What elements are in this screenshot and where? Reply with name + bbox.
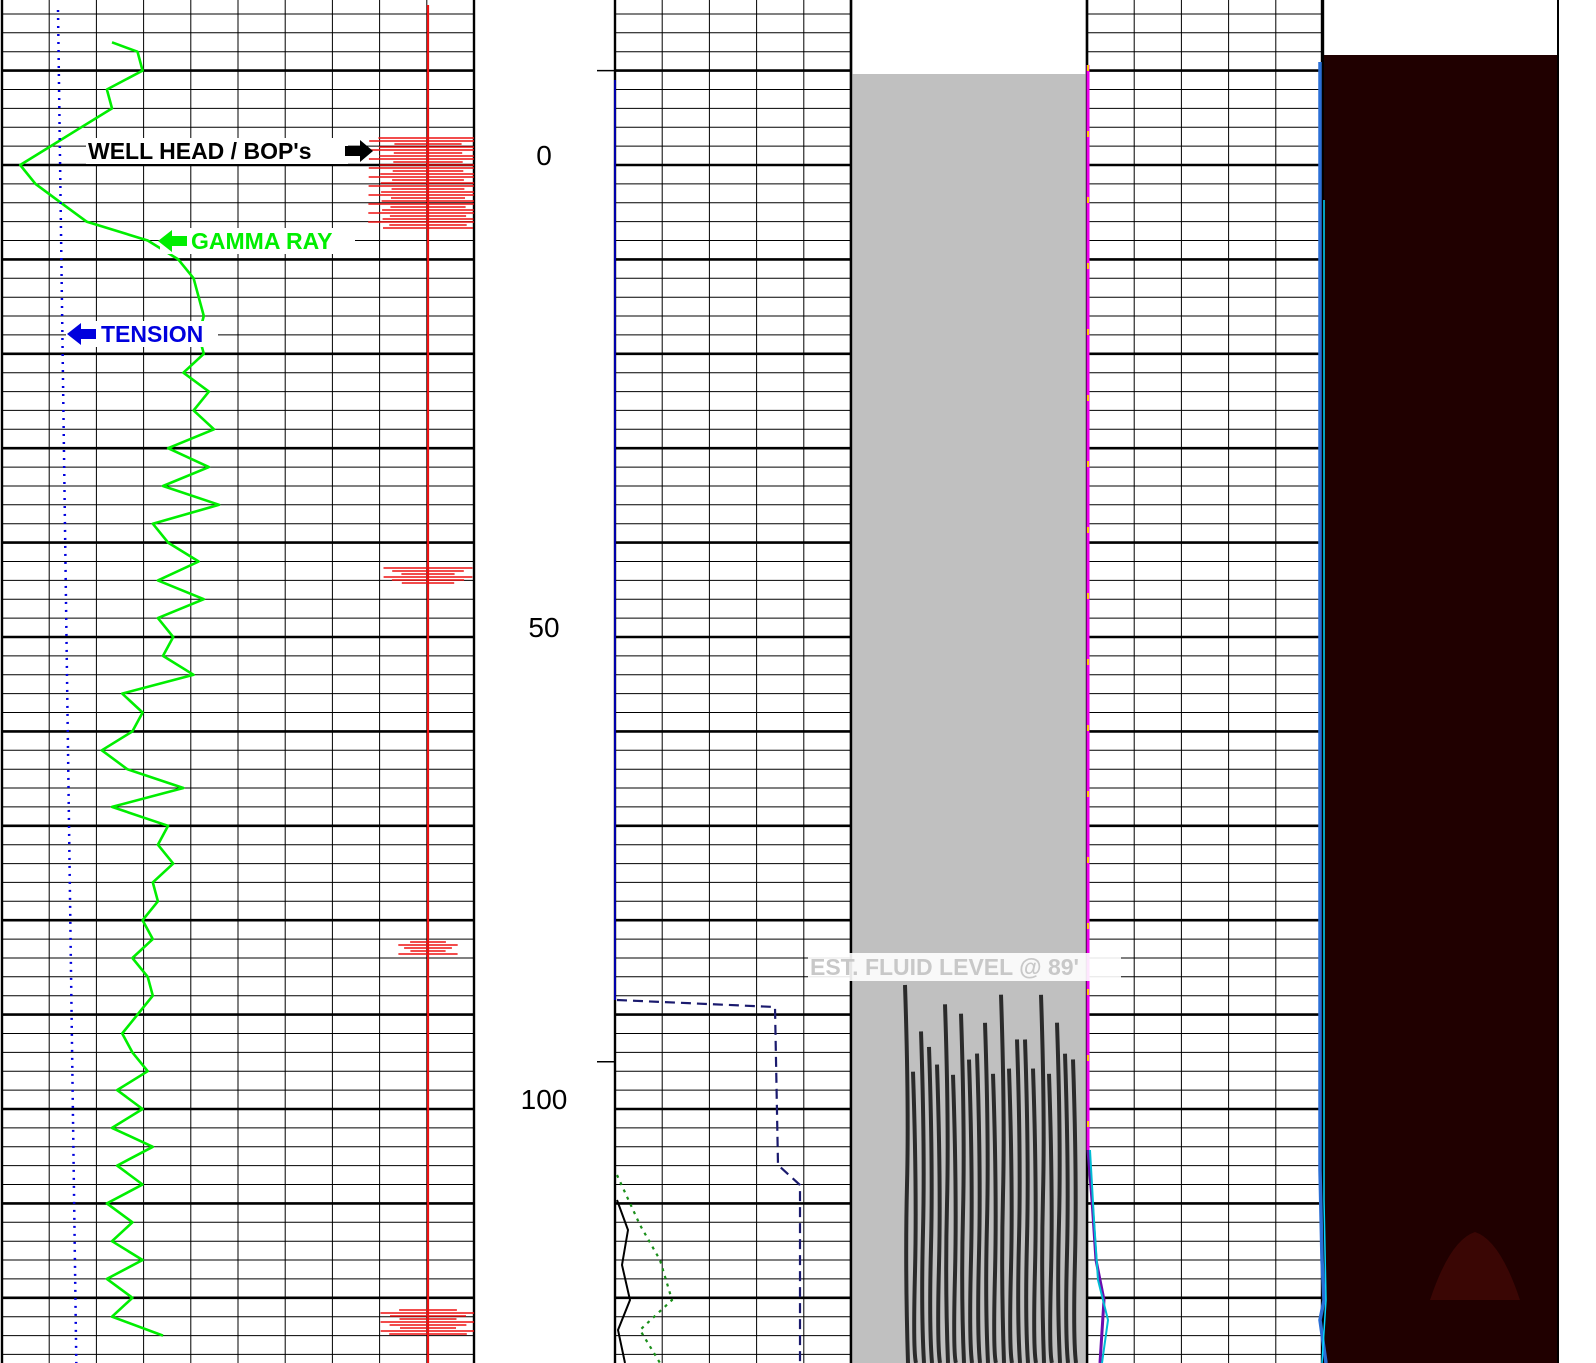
vdl-stripe [1071,1059,1078,1363]
gamma-ray-label: GAMMA RAY [191,228,332,254]
arrow-right-icon [345,140,373,162]
track5-cyan-curve [1321,200,1327,1363]
tension-label: TENSION [101,321,203,347]
track-fills [849,0,1559,1363]
log-curves [18,5,1328,1363]
vdl-background [852,74,1086,1363]
vdl-stripe [927,1046,934,1363]
arrow-left-icon [67,323,96,345]
vdl-stripe [1047,1073,1054,1363]
vdl-stripe [975,1053,982,1363]
tension-annotation: TENSION [66,321,218,347]
track-grids [0,0,1325,1363]
vdl-stripe [1031,1068,1038,1363]
vdl-stripe [903,984,910,1363]
tension-curve [56,9,78,1363]
depth-track: 0 50 100 [521,69,615,1115]
vdl-stripe [951,1074,958,1363]
vdl-stripe [959,1013,966,1363]
track-3-grid [1085,0,1325,1363]
vdl-stripe [999,994,1006,1363]
well-head-annotation: WELL HEAD / BOP's [86,138,373,164]
track2-solid-curve [616,1199,632,1363]
well-head-label: WELL HEAD / BOP's [88,138,312,164]
log-annotations: WELL HEAD / BOP's GAMMA RAY TENSION EST.… [66,138,1121,981]
arrow-left-icon [158,230,187,252]
depth-tick-label: 50 [528,612,559,643]
vdl-stripe [935,1064,942,1363]
vdl-stripe [1015,1039,1022,1363]
gamma-ray-annotation: GAMMA RAY [158,228,355,254]
vdl-stripe [1023,1039,1030,1363]
vdl-stripe [991,1073,998,1363]
track2-dashed-curve [616,998,802,1363]
track4-cyan-curve [1089,1149,1110,1363]
vdl-stripe [1063,1053,1070,1363]
depth-tick-label: 100 [521,1084,568,1115]
ccl-curve [368,5,474,1363]
image-anomaly [1430,1232,1520,1300]
depth-tick-label: 0 [536,140,552,171]
track5-blue-curve [1318,62,1328,1363]
fluid-level-label: EST. FLUID LEVEL @ 89' [810,954,1079,980]
vdl-stripe [1007,1068,1014,1363]
vdl-waveforms [903,984,1078,1363]
vdl-stripe [967,1059,974,1363]
vdl-stripe [1055,1022,1062,1363]
vdl-stripe [1039,994,1046,1363]
fluid-level-annotation: EST. FLUID LEVEL @ 89' [808,953,1121,981]
vdl-stripe [943,1004,950,1363]
vdl-stripe [983,1022,990,1363]
vdl-stripe [919,1031,926,1363]
vdl-stripe [911,1071,918,1363]
image-track [1324,55,1558,1363]
track-2-grid [613,0,853,1363]
